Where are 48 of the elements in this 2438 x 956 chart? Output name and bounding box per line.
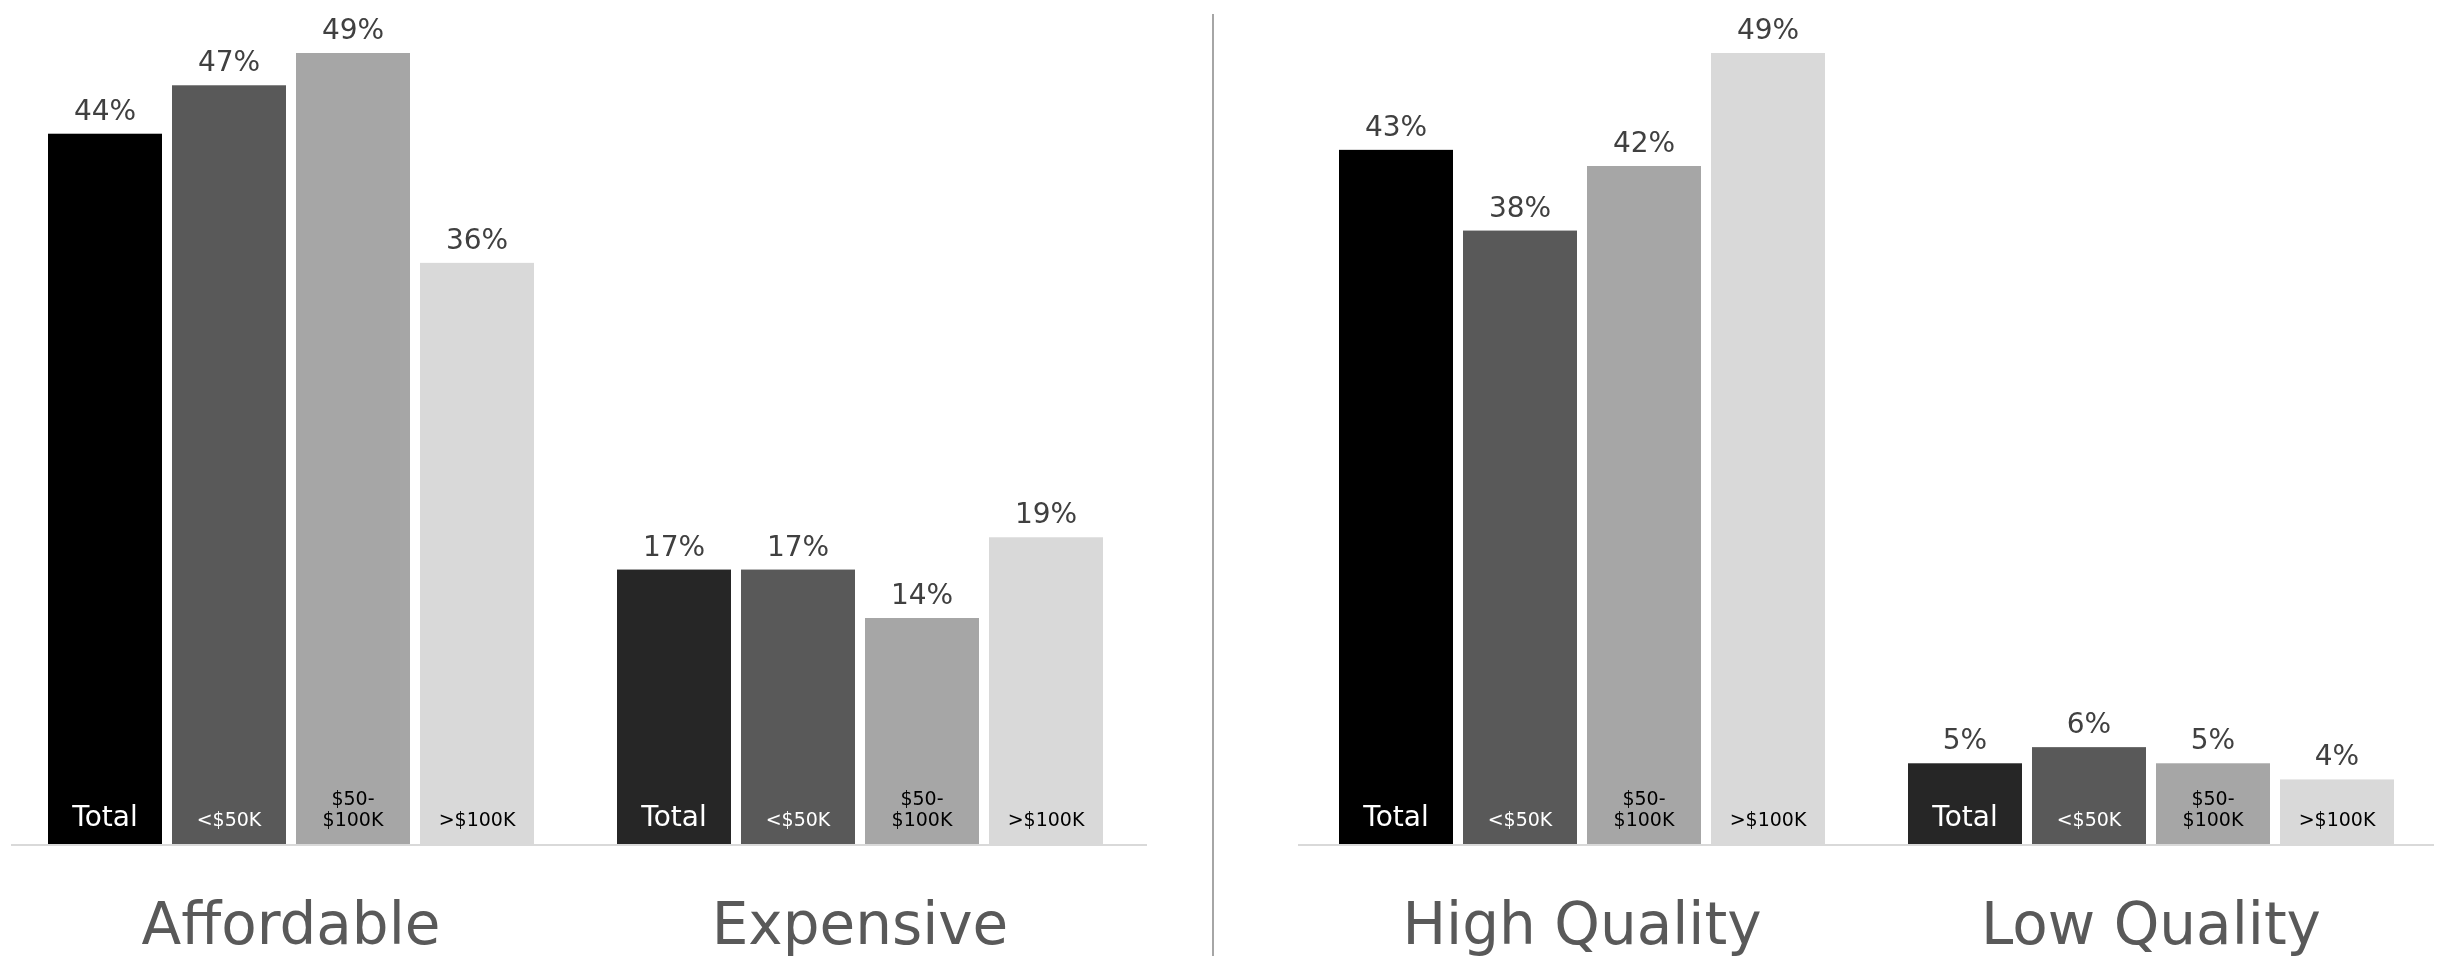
- data-label: 17%: [642, 529, 706, 563]
- bar: [1908, 763, 2022, 844]
- series-label: Total: [1362, 800, 1429, 833]
- bar: [172, 85, 286, 844]
- series-label: Total: [71, 800, 138, 833]
- bar: [48, 133, 162, 844]
- text: <$50K: [765, 808, 831, 830]
- data-label: 6%: [2066, 707, 2112, 741]
- x-tick-label: Low Quality: [1981, 890, 2321, 956]
- bar: [741, 569, 855, 844]
- data-label: 49%: [1736, 13, 1800, 46]
- text: $50-$100K: [2182, 787, 2244, 830]
- data-label: 19%: [1014, 497, 1078, 531]
- data-label: 38%: [1488, 190, 1552, 224]
- data-label: 17%: [766, 529, 830, 563]
- data-label: 5%: [2190, 723, 2236, 757]
- x-tick-label: High Quality: [1402, 890, 1762, 956]
- text: >$100K: [2298, 808, 2376, 830]
- x-tick-label: Affordable: [141, 890, 441, 956]
- text: >$100K: [1007, 808, 1085, 830]
- data-label: 43%: [1364, 109, 1428, 143]
- bar: [1587, 166, 1701, 844]
- x-tick-label: Expensive: [711, 890, 1009, 956]
- text: $50-$100K: [891, 787, 953, 830]
- data-label: 49%: [321, 13, 385, 46]
- bar: [617, 569, 731, 844]
- bar: [1463, 230, 1577, 844]
- data-label: 4%: [2314, 739, 2360, 773]
- data-label: 36%: [445, 222, 509, 256]
- bar: [865, 618, 979, 844]
- series-label: <$50K: [1487, 808, 1553, 830]
- bar: [2032, 747, 2146, 844]
- text: Total: [641, 800, 707, 833]
- bar: [1339, 149, 1453, 844]
- series-label: >$100K: [438, 808, 516, 830]
- data-label: 5%: [1942, 723, 1988, 757]
- data-label: 44%: [73, 93, 137, 127]
- series-label: >$100K: [1729, 808, 1807, 830]
- series-label: $50-$100K: [1613, 787, 1675, 830]
- data-label: 14%: [890, 578, 954, 611]
- series-label: $50-$100K: [322, 787, 384, 830]
- series-label: <$50K: [196, 808, 262, 830]
- data-label: 47%: [197, 45, 261, 79]
- bar: [2156, 763, 2270, 844]
- data-label: 42%: [1612, 126, 1676, 159]
- text: Total: [1932, 800, 1998, 833]
- text: <$50K: [2056, 808, 2122, 830]
- bar: [296, 53, 410, 844]
